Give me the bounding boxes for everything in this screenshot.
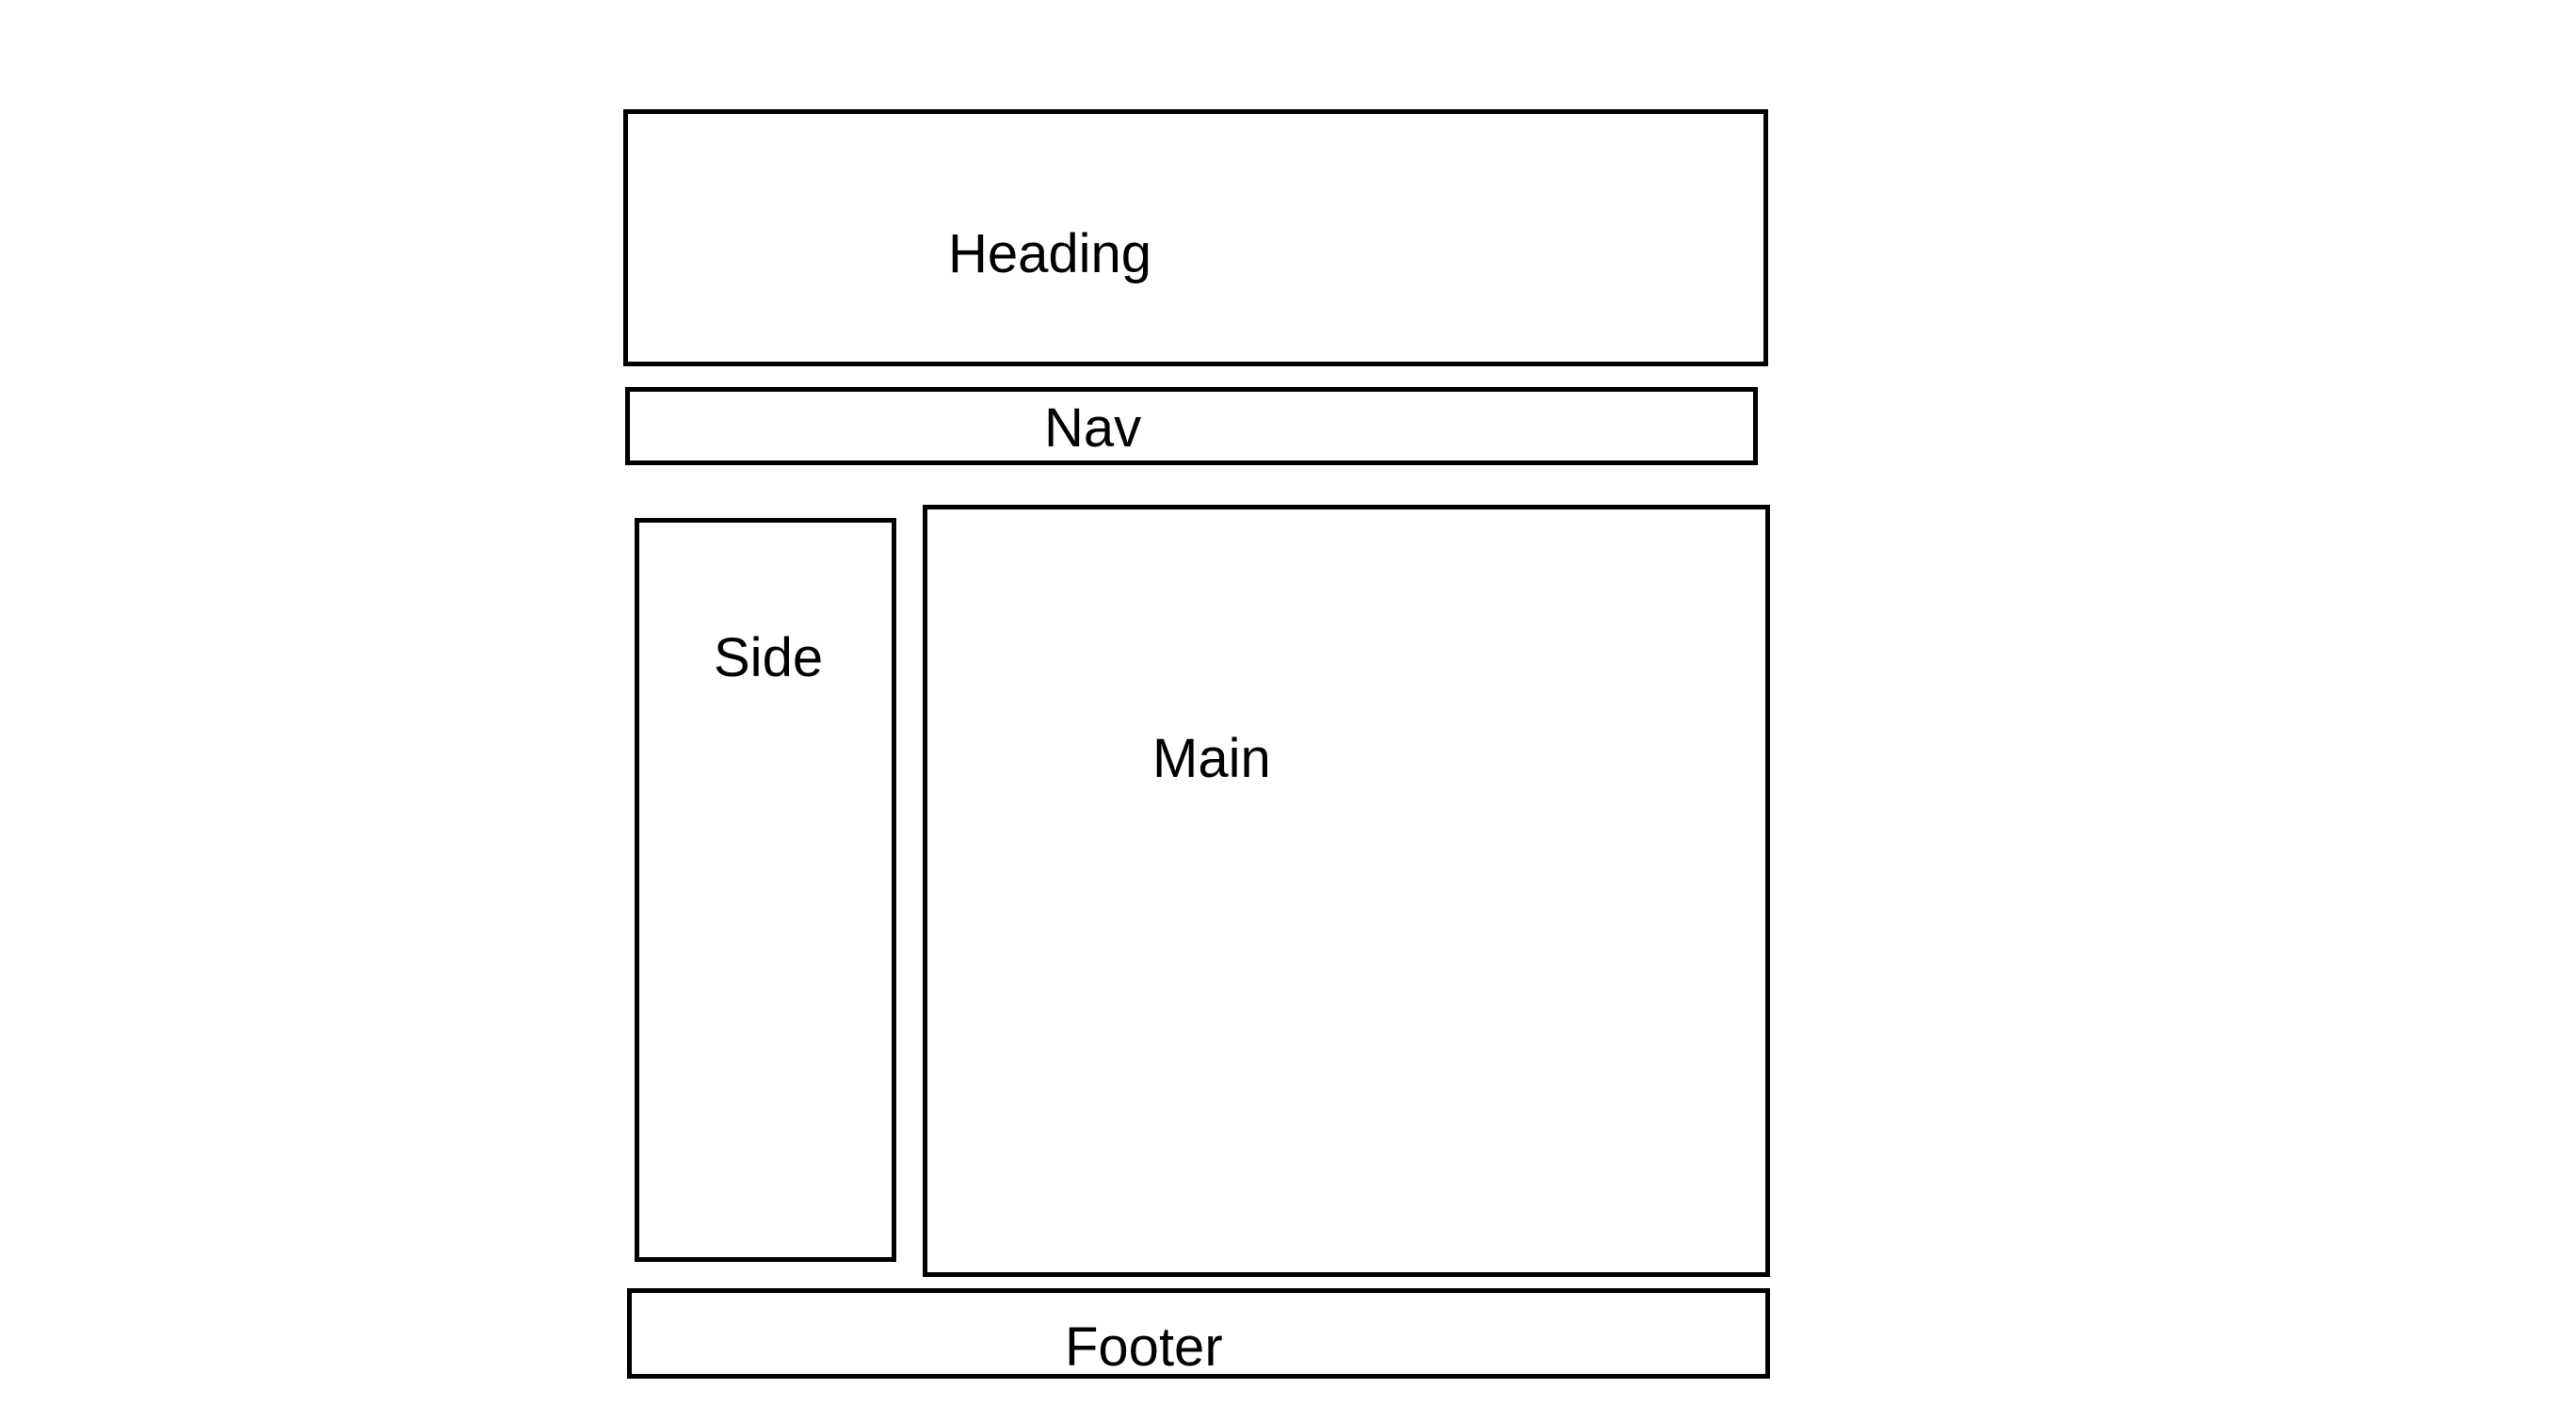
nav-block: Nav [625,387,1758,465]
heading-label: Heading [948,223,1152,284]
side-label: Side [714,627,824,688]
main-block: Main [923,505,1770,1277]
side-block: Side [635,518,896,1262]
nav-label: Nav [1044,397,1142,459]
heading-block: Heading [623,109,1768,366]
main-label: Main [1152,728,1271,789]
footer-label: Footer [1065,1316,1223,1378]
footer-block: Footer [627,1288,1770,1379]
